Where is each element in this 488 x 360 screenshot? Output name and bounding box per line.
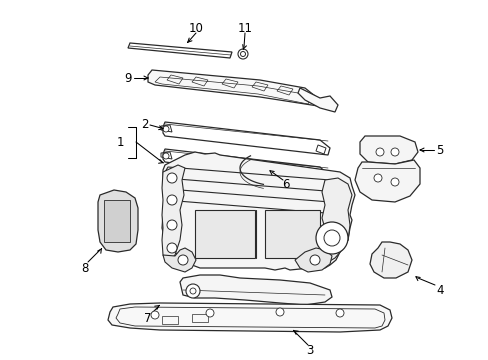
Circle shape	[167, 173, 177, 183]
Circle shape	[190, 288, 196, 294]
Circle shape	[373, 174, 381, 182]
Circle shape	[275, 308, 284, 316]
Polygon shape	[359, 136, 417, 164]
Circle shape	[163, 153, 169, 159]
Polygon shape	[148, 70, 319, 106]
Circle shape	[178, 255, 187, 265]
Circle shape	[309, 255, 319, 265]
Circle shape	[151, 311, 159, 319]
Circle shape	[315, 222, 347, 254]
Circle shape	[205, 309, 214, 317]
Circle shape	[167, 195, 177, 205]
Polygon shape	[162, 152, 354, 270]
Circle shape	[375, 148, 383, 156]
Circle shape	[163, 126, 169, 132]
Text: 9: 9	[124, 72, 132, 85]
Circle shape	[167, 243, 177, 253]
Circle shape	[185, 284, 200, 298]
Polygon shape	[98, 190, 138, 252]
Circle shape	[335, 309, 343, 317]
Text: 2: 2	[141, 118, 148, 131]
Text: 3: 3	[305, 343, 313, 356]
Text: 11: 11	[237, 22, 252, 35]
Circle shape	[324, 230, 339, 246]
Polygon shape	[264, 210, 319, 258]
Text: 10: 10	[188, 22, 203, 35]
Circle shape	[240, 51, 245, 57]
Polygon shape	[195, 210, 254, 258]
Polygon shape	[162, 165, 184, 262]
Polygon shape	[369, 242, 411, 278]
Circle shape	[390, 178, 398, 186]
Text: 4: 4	[435, 284, 443, 297]
Text: 6: 6	[282, 179, 289, 192]
Circle shape	[167, 220, 177, 230]
Polygon shape	[108, 303, 391, 332]
Polygon shape	[104, 200, 130, 242]
Polygon shape	[294, 248, 331, 272]
Text: 8: 8	[81, 261, 88, 274]
Polygon shape	[297, 88, 337, 112]
Polygon shape	[354, 160, 419, 202]
Circle shape	[390, 148, 398, 156]
Text: 5: 5	[435, 144, 443, 157]
Polygon shape	[321, 178, 351, 262]
Text: 1: 1	[116, 135, 123, 148]
Text: 7: 7	[144, 311, 151, 324]
Polygon shape	[180, 275, 331, 305]
Polygon shape	[163, 248, 196, 272]
Circle shape	[238, 49, 247, 59]
